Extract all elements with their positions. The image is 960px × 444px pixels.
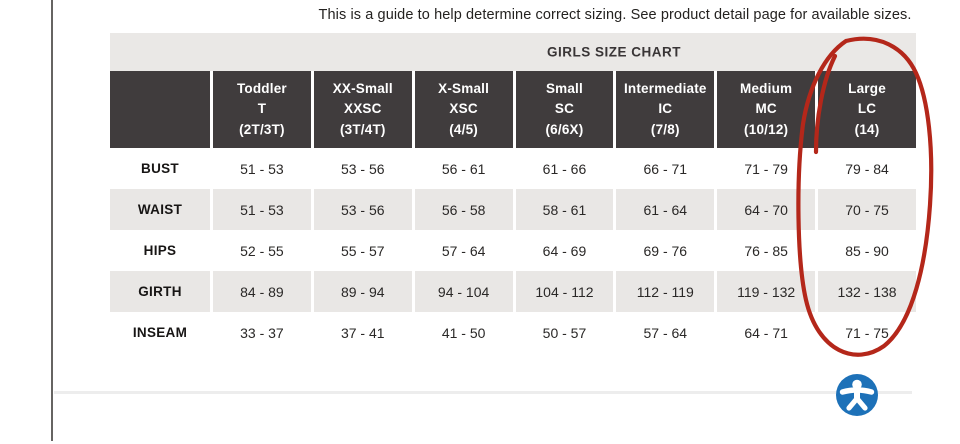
cell-inseam-large: 71 - 75 [815, 312, 916, 353]
table-row-waist: WAIST 51 - 53 53 - 56 56 - 58 58 - 61 61… [110, 189, 916, 230]
column-header-x-small: X-Small XSC (4/5) [411, 71, 513, 148]
table-row-bust: BUST 51 - 53 53 - 56 56 - 61 61 - 66 66 … [110, 148, 916, 189]
cell-inseam-medium: 64 - 71 [714, 312, 815, 353]
column-header-medium: Medium MC (10/12) [714, 71, 816, 148]
accessibility-person-icon [836, 374, 878, 416]
cell-waist-toddler: 51 - 53 [210, 189, 311, 230]
cell-bust-large: 79 - 84 [815, 148, 916, 189]
size-table: Toddler T (2T/3T) XX-Small XXSC (3T/4T) … [110, 71, 916, 353]
cell-waist-large: 70 - 75 [815, 189, 916, 230]
cell-girth-toddler: 84 - 89 [210, 271, 311, 312]
cell-bust-medium: 71 - 79 [714, 148, 815, 189]
cell-bust-intermediate: 66 - 71 [613, 148, 714, 189]
cell-hips-x-small: 57 - 64 [411, 230, 513, 271]
cell-inseam-intermediate: 57 - 64 [613, 312, 714, 353]
sizing-guide-intro: This is a guide to help determine correc… [318, 7, 912, 23]
cell-hips-small: 64 - 69 [512, 230, 614, 271]
cell-girth-large: 132 - 138 [815, 271, 916, 312]
corner-header-cell [110, 71, 210, 148]
column-header-xx-small: XX-Small XXSC (3T/4T) [310, 71, 412, 148]
column-header-intermediate: Intermediate IC (7/8) [613, 71, 715, 148]
cell-bust-small: 61 - 66 [512, 148, 614, 189]
header-row: Toddler T (2T/3T) XX-Small XXSC (3T/4T) … [110, 71, 916, 148]
cell-girth-medium: 119 - 132 [714, 271, 816, 312]
cell-girth-intermediate: 112 - 119 [613, 271, 715, 312]
table-row-inseam: INSEAM 33 - 37 37 - 41 41 - 50 50 - 57 5… [110, 312, 916, 353]
cell-waist-intermediate: 61 - 64 [613, 189, 715, 230]
cell-bust-toddler: 51 - 53 [210, 148, 311, 189]
cell-girth-xx-small: 89 - 94 [310, 271, 412, 312]
cell-waist-x-small: 56 - 58 [411, 189, 513, 230]
row-label-waist: WAIST [110, 189, 210, 230]
bottom-divider-rule [54, 391, 912, 394]
row-label-girth: GIRTH [110, 271, 210, 312]
cell-bust-x-small: 56 - 61 [411, 148, 513, 189]
cell-inseam-xx-small: 37 - 41 [310, 312, 412, 353]
cell-inseam-toddler: 33 - 37 [210, 312, 311, 353]
cell-waist-xx-small: 53 - 56 [310, 189, 412, 230]
chart-title: GIRLS SIZE CHART [546, 44, 682, 60]
table-row-girth: GIRTH 84 - 89 89 - 94 94 - 104 104 - 112… [110, 271, 916, 312]
cell-waist-small: 58 - 61 [512, 189, 614, 230]
row-label-hips: HIPS [143, 243, 177, 258]
cell-hips-medium: 76 - 85 [714, 230, 815, 271]
chart-title-band: GIRLS SIZE CHART [110, 33, 916, 71]
cell-hips-toddler: 52 - 55 [210, 230, 311, 271]
cell-inseam-x-small: 41 - 50 [411, 312, 513, 353]
row-label-inseam: INSEAM [132, 325, 188, 340]
cell-waist-medium: 64 - 70 [714, 189, 816, 230]
column-header-large: Large LC (14) [815, 71, 916, 148]
cell-hips-large: 85 - 90 [815, 230, 916, 271]
cell-bust-xx-small: 53 - 56 [310, 148, 412, 189]
column-header-small: Small SC (6/6X) [512, 71, 614, 148]
row-label-bust: BUST [141, 161, 179, 176]
cell-girth-small: 104 - 112 [512, 271, 614, 312]
column-header-toddler: Toddler T (2T/3T) [210, 71, 311, 148]
accessibility-widget-button[interactable] [835, 373, 879, 417]
girls-size-chart: GIRLS SIZE CHART Toddler T (2T/3T) XX-Sm… [110, 33, 916, 353]
cell-girth-x-small: 94 - 104 [411, 271, 513, 312]
cell-inseam-small: 50 - 57 [512, 312, 614, 353]
cell-hips-xx-small: 55 - 57 [310, 230, 412, 271]
cell-hips-intermediate: 69 - 76 [613, 230, 714, 271]
table-row-hips: HIPS 52 - 55 55 - 57 57 - 64 64 - 69 69 … [110, 230, 916, 271]
left-border-rule [51, 0, 53, 441]
